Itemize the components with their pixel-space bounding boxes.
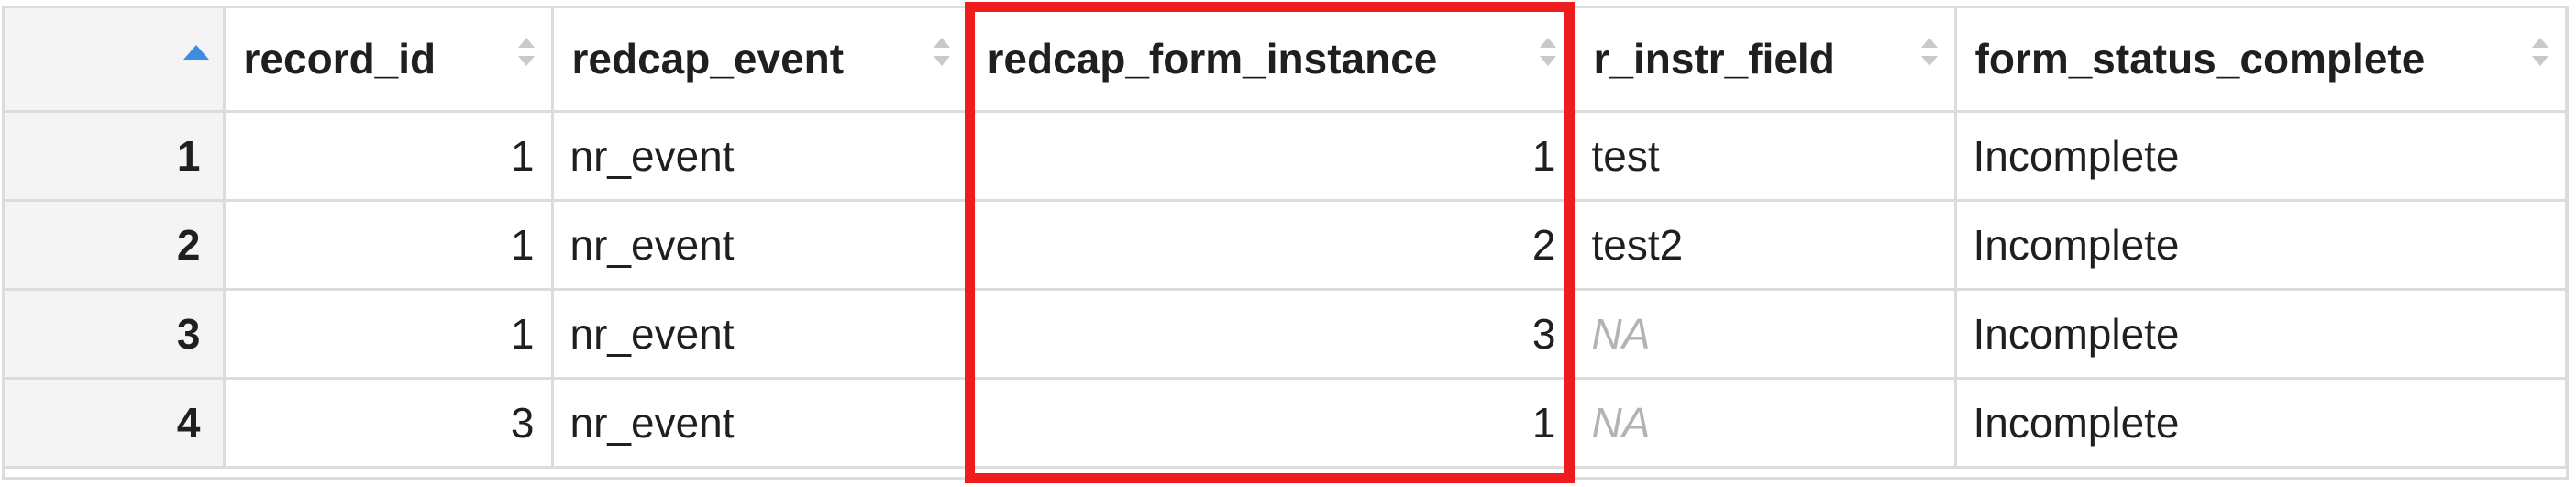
cell-record-id: 1 <box>224 289 554 380</box>
data-table: record_id redcap_event redcap_form_insta… <box>5 8 2568 469</box>
row-number: 3 <box>5 289 226 380</box>
column-header-form-status-complete[interactable]: form_status_complete <box>1955 8 2568 113</box>
cell-r-instr-field-na: NA <box>1574 378 1957 469</box>
cell-redcap-event: nr_event <box>552 111 969 202</box>
cell-form-status-complete: Incomplete <box>1955 200 2568 291</box>
sort-both-icon[interactable] <box>933 38 950 74</box>
column-label: redcap_form_instance <box>987 35 1438 83</box>
column-label: redcap_event <box>571 35 845 83</box>
cell-redcap-form-instance: 1 <box>967 378 1575 469</box>
row-number: 1 <box>5 111 226 202</box>
cell-form-status-complete: Incomplete <box>1955 378 2568 469</box>
cell-form-status-complete: Incomplete <box>1955 111 2568 202</box>
cell-redcap-event: nr_event <box>552 378 969 469</box>
cell-redcap-event: nr_event <box>552 200 969 291</box>
column-header-redcap-event[interactable]: redcap_event <box>552 8 969 113</box>
sort-both-icon[interactable] <box>2531 38 2548 74</box>
column-header-redcap-form-instance[interactable]: redcap_form_instance <box>967 8 1575 113</box>
data-table-viewer: record_id redcap_event redcap_form_insta… <box>2 6 2569 480</box>
cell-redcap-form-instance: 3 <box>967 289 1575 380</box>
cell-r-instr-field-na: NA <box>1574 289 1957 380</box>
cell-r-instr-field: test2 <box>1574 200 1957 291</box>
column-label: record_id <box>243 35 437 83</box>
cell-record-id: 3 <box>224 378 554 469</box>
sort-both-icon[interactable] <box>1539 38 1556 74</box>
table-row: 3 1 nr_event 3 NA Incomplete <box>5 289 2568 380</box>
row-number: 2 <box>5 200 226 291</box>
table-row: 2 1 nr_event 2 test2 Incomplete <box>5 200 2568 291</box>
row-number-header[interactable] <box>5 8 226 113</box>
cell-redcap-form-instance: 1 <box>967 111 1575 202</box>
table-row: 1 1 nr_event 1 test Incomplete <box>5 111 2568 202</box>
column-label: r_instr_field <box>1593 35 1835 83</box>
cell-redcap-event: nr_event <box>552 289 969 380</box>
cell-record-id: 1 <box>224 111 554 202</box>
cell-form-status-complete: Incomplete <box>1955 289 2568 380</box>
header-row: record_id redcap_event redcap_form_insta… <box>5 8 2568 113</box>
table-row: 4 3 nr_event 1 NA Incomplete <box>5 378 2568 469</box>
sort-both-icon[interactable] <box>517 38 535 74</box>
cell-r-instr-field: test <box>1574 111 1957 202</box>
cell-record-id: 1 <box>224 200 554 291</box>
cell-redcap-form-instance: 2 <box>967 200 1575 291</box>
column-header-record-id[interactable]: record_id <box>224 8 554 113</box>
sort-both-icon[interactable] <box>1920 38 1938 74</box>
sort-ascending-icon[interactable] <box>183 45 209 60</box>
column-label: form_status_complete <box>1974 35 2426 83</box>
row-number: 4 <box>5 378 226 469</box>
column-header-r-instr-field[interactable]: r_instr_field <box>1574 8 1957 113</box>
